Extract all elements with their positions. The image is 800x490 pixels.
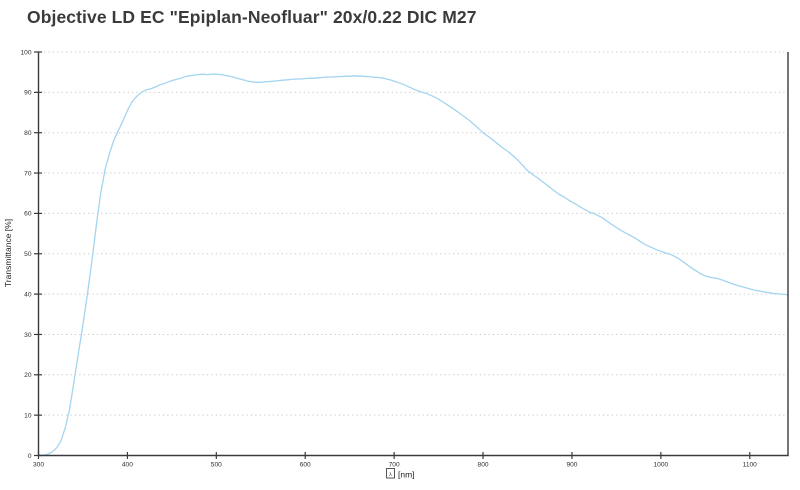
y-axis-title: Transmittance [%]	[3, 219, 13, 287]
x-axis-unit: [nm]	[398, 470, 415, 480]
missing-glyph-box	[386, 468, 395, 479]
y-tick-label: 0	[28, 453, 32, 460]
x-tick-label: 600	[300, 462, 311, 469]
y-tick-label: 70	[24, 170, 32, 177]
y-tick-label: 50	[24, 251, 32, 258]
x-tick-label: 400	[122, 462, 133, 469]
grid-layer	[44, 51, 788, 416]
y-tick-label: 60	[24, 211, 32, 218]
y-tick-label: 20	[24, 372, 32, 379]
x-tick-label: 900	[566, 462, 577, 469]
transmittance-curve	[37, 73, 789, 457]
y-tick-label: 40	[24, 291, 32, 298]
chart-title: Objective LD EC "Epiplan-Neofluar" 20x/0…	[27, 7, 477, 27]
x-axis-title: λ [nm]	[386, 468, 415, 480]
axis-layer: 0 10 20 30 40 50 60 70 80 90 100 300 400 500 600 700 800…	[20, 49, 789, 469]
y-tick-label: 10	[24, 412, 32, 419]
y-tick-label: 90	[24, 90, 32, 97]
y-tick-label: 30	[24, 332, 32, 339]
x-tick-label: 300	[33, 462, 44, 469]
x-tick-label: 800	[478, 462, 489, 469]
x-tick-label: 1000	[654, 462, 669, 469]
y-tick-label: 80	[24, 130, 32, 137]
x-tick-label: 700	[389, 462, 400, 469]
x-tick-label: 1100	[743, 462, 758, 469]
x-axis-symbol: λ	[389, 472, 392, 478]
x-tick-label: 500	[211, 462, 222, 469]
curve-layer	[37, 73, 789, 457]
y-tick-label: 100	[20, 49, 31, 56]
